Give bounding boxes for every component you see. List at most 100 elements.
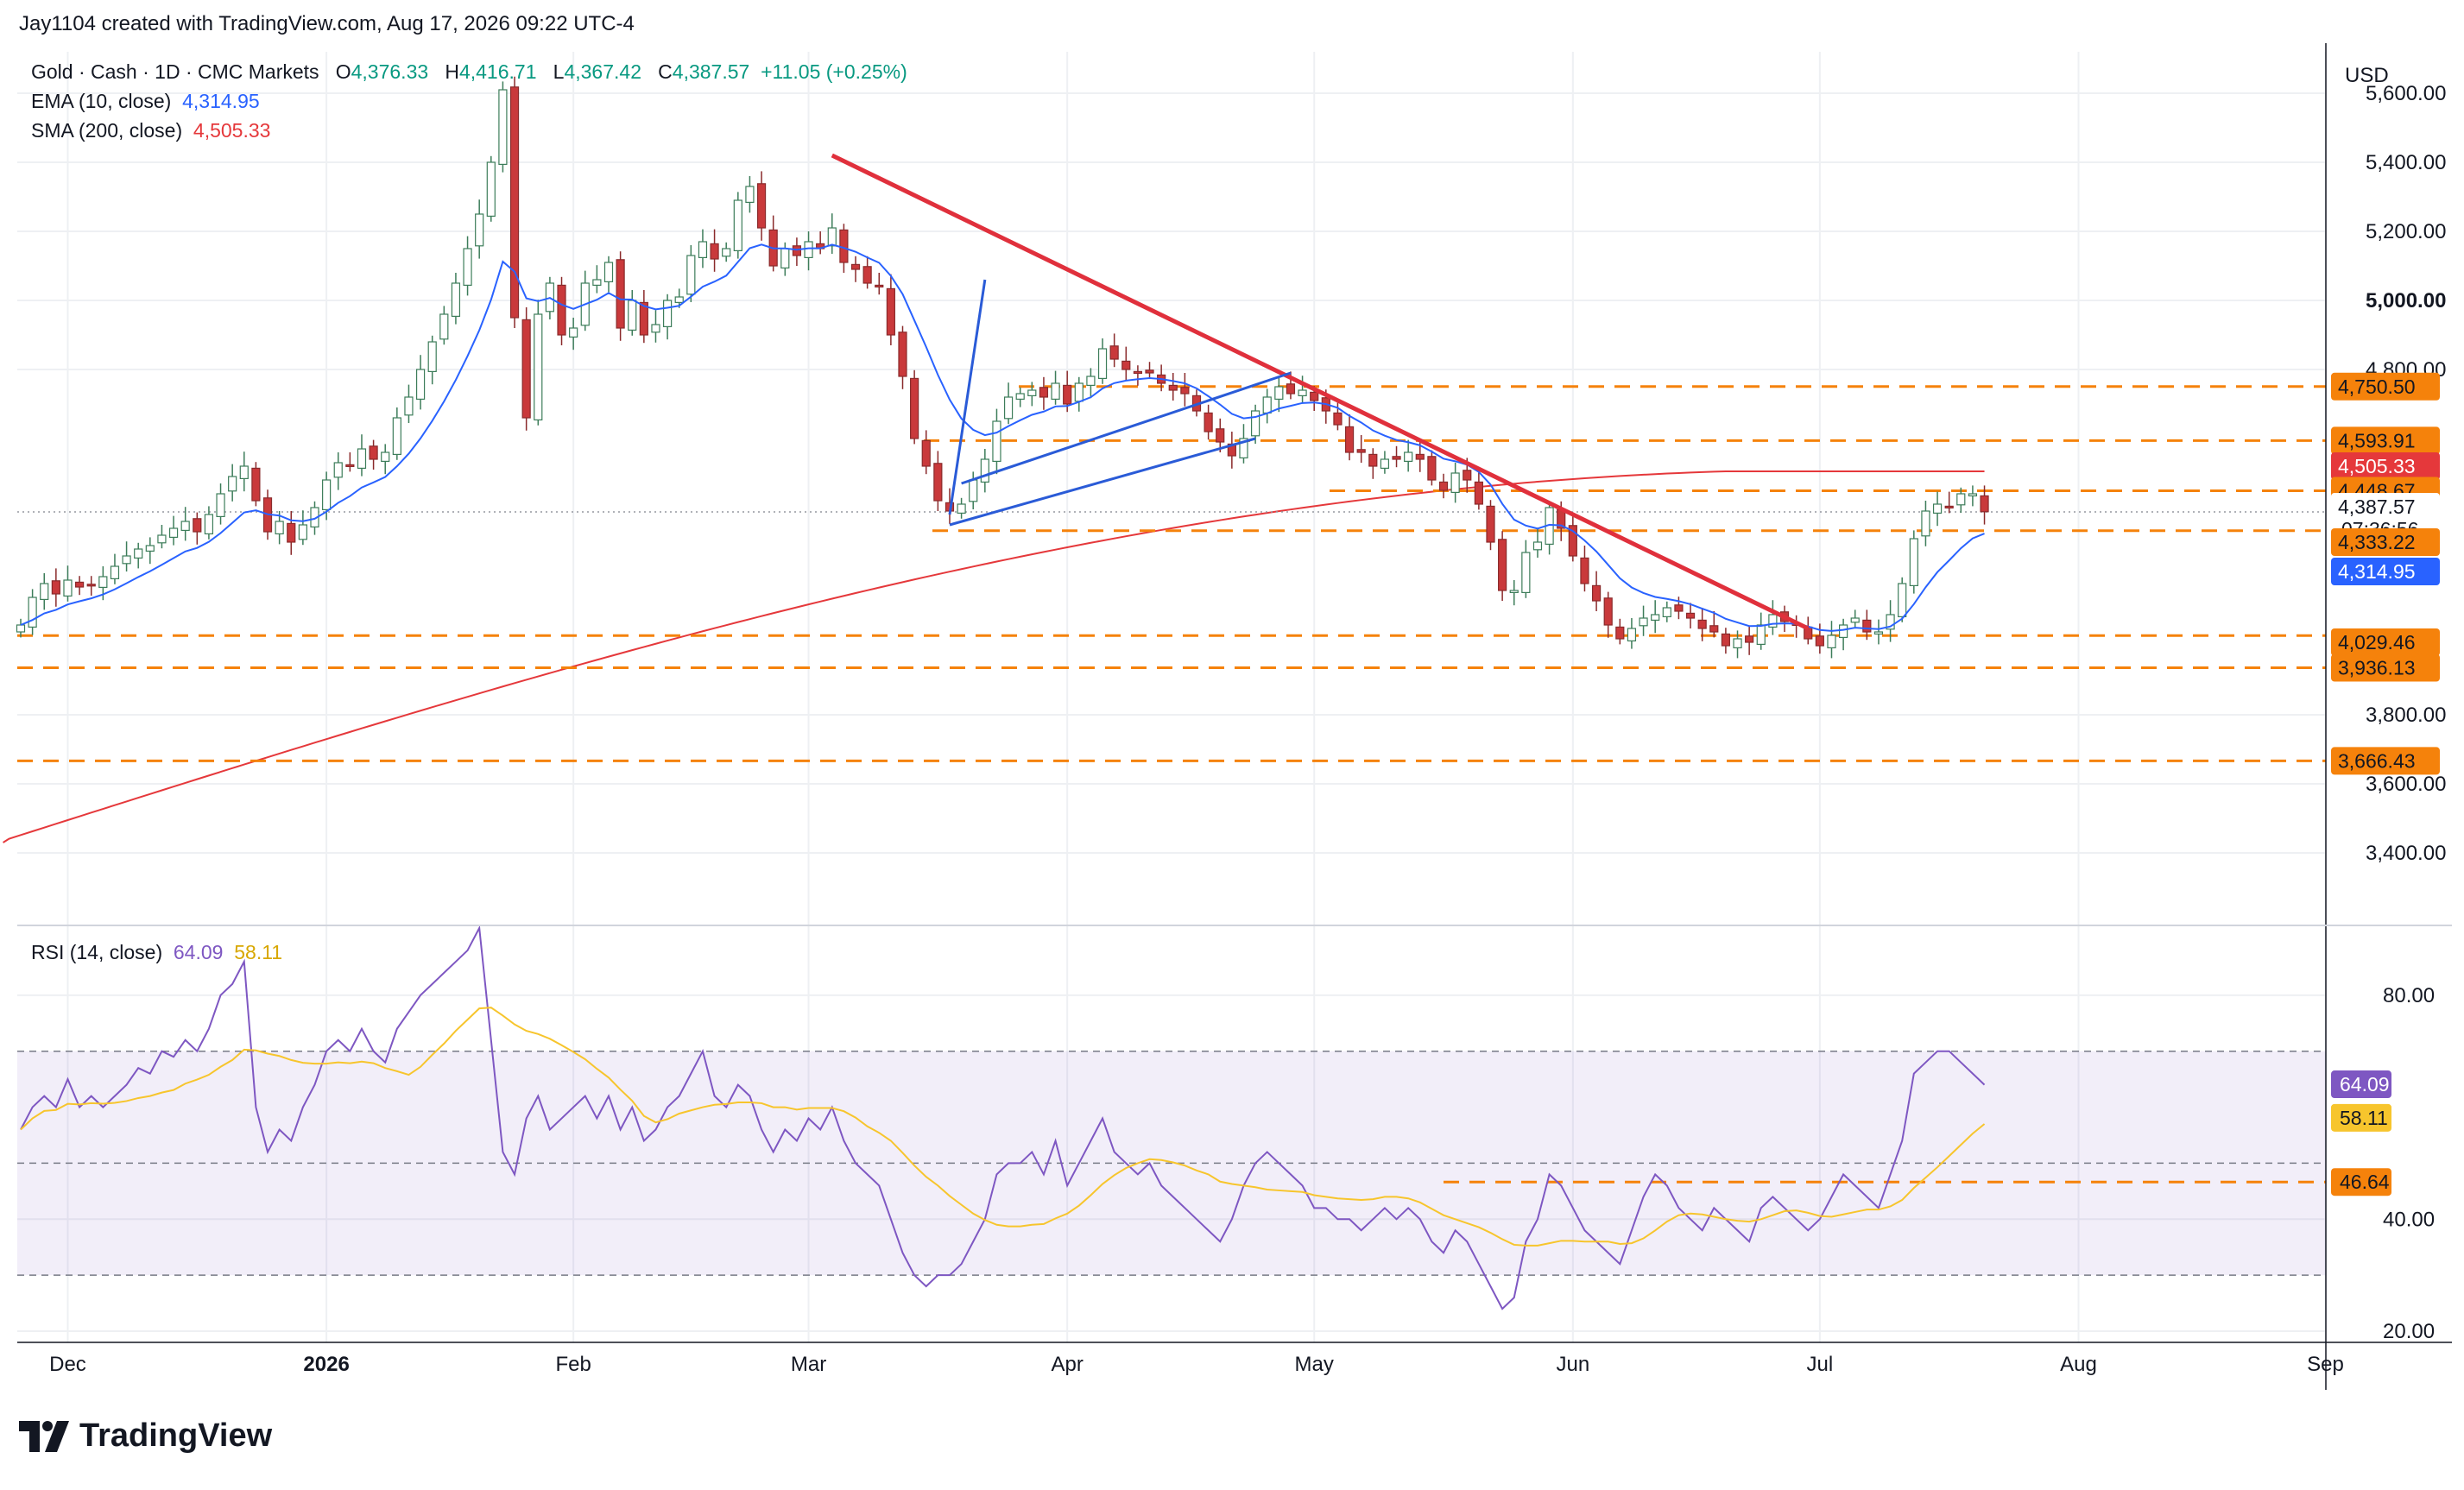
time-tick-label: Jul bbox=[1807, 1353, 1834, 1376]
candle-body bbox=[1651, 614, 1660, 622]
time-tick-label: Apr bbox=[1052, 1353, 1084, 1376]
candle-body bbox=[427, 341, 437, 373]
candle-body bbox=[886, 287, 895, 336]
candles bbox=[16, 76, 1989, 659]
rsi-tag bbox=[2331, 1103, 2391, 1132]
time-tick-label: Jun bbox=[1556, 1353, 1589, 1376]
candle-body bbox=[1956, 493, 1966, 506]
candle-body bbox=[1568, 525, 1577, 557]
candle-body bbox=[557, 284, 566, 336]
candle-body bbox=[1627, 628, 1637, 641]
rsi-path bbox=[20, 925, 1986, 1310]
price-tick-label: 5,200.00 bbox=[2366, 220, 2446, 243]
candle-body bbox=[1980, 495, 1989, 513]
candle-body bbox=[251, 467, 261, 502]
sma-line bbox=[3, 470, 1985, 843]
candle-body bbox=[1121, 360, 1131, 370]
ema-label: EMA (10, close) bbox=[31, 90, 172, 112]
candle-body bbox=[1839, 624, 1848, 638]
candle-body bbox=[1051, 382, 1060, 400]
candle-body bbox=[157, 534, 167, 544]
time-tick-label: Aug bbox=[2060, 1353, 2097, 1376]
candle-body bbox=[122, 555, 131, 565]
candle-body bbox=[534, 313, 543, 421]
candle-body bbox=[40, 583, 49, 600]
price-tag bbox=[2331, 653, 2440, 682]
candle-body bbox=[839, 229, 849, 263]
tradingview-logo[interactable]: TradingView bbox=[19, 1417, 272, 1455]
candle-body bbox=[1921, 510, 1930, 537]
candle-body bbox=[1216, 428, 1225, 443]
price-tag bbox=[2331, 452, 2440, 480]
candle-body bbox=[74, 581, 85, 588]
candle-body bbox=[1286, 383, 1296, 395]
rsi-tag-label: 58.11 bbox=[2340, 1107, 2388, 1129]
candle-body bbox=[204, 514, 214, 534]
candle-body bbox=[1850, 617, 1860, 623]
candle-body bbox=[369, 445, 378, 460]
candle-body bbox=[1250, 410, 1260, 437]
candle-body bbox=[415, 369, 426, 401]
candle-body bbox=[1180, 387, 1190, 395]
candle-body bbox=[168, 527, 179, 538]
candle-body bbox=[1450, 472, 1460, 493]
sma-value: 4,505.33 bbox=[193, 119, 271, 142]
candle-body bbox=[1145, 369, 1154, 374]
candle-body bbox=[1415, 453, 1425, 460]
price-tag-label: 4,333.22 bbox=[2338, 531, 2416, 553]
candle-body bbox=[521, 319, 531, 419]
candle-body bbox=[1639, 617, 1648, 627]
candle-body bbox=[193, 518, 202, 533]
candle-body bbox=[1356, 449, 1366, 453]
candle-body bbox=[1463, 470, 1472, 481]
candle-body bbox=[1898, 583, 1907, 618]
rsi-tick-label: 40.00 bbox=[2383, 1208, 2435, 1231]
candle-body bbox=[980, 458, 989, 483]
symbol-name: Gold · Cash · 1D · CMC Markets bbox=[31, 60, 319, 83]
candle-body bbox=[1204, 412, 1213, 432]
candle-body bbox=[110, 565, 120, 579]
rsi-legend[interactable]: RSI (14, close) 64.09 58.11 bbox=[31, 941, 282, 964]
rsi-tick-label: 20.00 bbox=[2383, 1320, 2435, 1343]
candle-body bbox=[639, 301, 648, 336]
candle-body bbox=[745, 186, 755, 203]
candle-body bbox=[1498, 539, 1507, 591]
candle-body bbox=[1039, 387, 1049, 398]
rsi-tag-label: 64.09 bbox=[2340, 1073, 2390, 1095]
candle-body bbox=[1827, 635, 1836, 648]
candle-body bbox=[651, 324, 660, 333]
ema-legend[interactable]: EMA (10, close) 4,314.95 bbox=[31, 90, 260, 113]
sma-path bbox=[3, 470, 1985, 843]
candle-body bbox=[322, 479, 332, 511]
symbol-legend[interactable]: Gold · Cash · 1D · CMC Markets O4,376.33… bbox=[31, 60, 907, 84]
candle-body bbox=[1392, 456, 1401, 460]
open-value: 4,376.33 bbox=[351, 60, 429, 83]
channel-line bbox=[961, 371, 1292, 485]
close-label: C bbox=[658, 60, 673, 83]
price-tag-label: 4,505.33 bbox=[2338, 455, 2416, 477]
candle-body bbox=[98, 576, 108, 588]
candle-body bbox=[756, 183, 767, 229]
currency-label[interactable]: USD bbox=[2345, 64, 2389, 87]
downtrend-line bbox=[831, 153, 1810, 631]
rsi-tag bbox=[2331, 1168, 2391, 1196]
candle-body bbox=[1709, 625, 1719, 633]
rsi-value: 64.09 bbox=[173, 941, 224, 963]
time-tick-label: Dec bbox=[49, 1353, 86, 1376]
price-tag bbox=[2331, 528, 2440, 556]
price-tag bbox=[2331, 558, 2440, 585]
candle-body bbox=[1298, 389, 1307, 397]
price-tag-label: 4,750.50 bbox=[2338, 376, 2416, 398]
candle-body bbox=[1615, 626, 1625, 640]
ema-path bbox=[20, 243, 1985, 632]
channel-line bbox=[948, 279, 987, 515]
candle-body bbox=[1721, 633, 1731, 647]
candle-body bbox=[475, 213, 484, 247]
candle-body bbox=[145, 545, 155, 552]
price-tag-label: 4,387.57 bbox=[2338, 496, 2416, 518]
candle-body bbox=[698, 241, 708, 258]
candle-body bbox=[957, 503, 966, 514]
sma-legend[interactable]: SMA (200, close) 4,505.33 bbox=[31, 119, 270, 142]
candle-body bbox=[1580, 557, 1589, 584]
low-value: 4,367.42 bbox=[564, 60, 641, 83]
